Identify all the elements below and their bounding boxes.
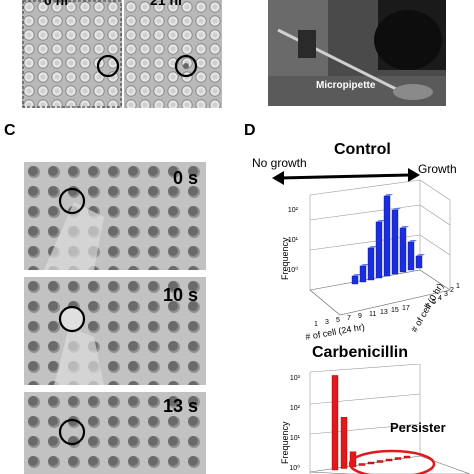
panel-a-image-0hr	[22, 0, 122, 108]
z-tick: 5	[432, 299, 436, 306]
bar-control-13	[399, 227, 407, 273]
panel-c-frame-10s: 10 s	[24, 277, 206, 385]
bar-carbenicillin-15	[394, 457, 402, 460]
pipette-frame-image	[24, 392, 206, 474]
bar-carbenicillin-7	[358, 463, 366, 466]
y-axis-label: Frequency	[280, 421, 290, 464]
panel-c-frame-13s: 13 s	[24, 392, 206, 474]
y-tick: 10¹	[288, 237, 299, 244]
bar-control-15	[407, 241, 415, 271]
bar-control-17	[415, 255, 423, 269]
bar-control-3	[359, 265, 367, 283]
z-tick: 2	[450, 287, 454, 294]
x-tick: 7	[347, 315, 351, 322]
bar-top-control-1	[352, 274, 361, 276]
persister-circle	[348, 449, 436, 474]
x-tick: 15	[391, 307, 399, 314]
y-axis-label: Frequency	[280, 237, 290, 280]
x-ticks: 1 3 5 7 9 11 13 15 17	[314, 305, 410, 328]
growth-arrow	[272, 168, 420, 185]
persister-label: Persister	[390, 420, 446, 435]
bar-top-control-5	[368, 246, 377, 248]
y-tick: 10²	[288, 207, 299, 214]
pipette-frame-image	[24, 162, 206, 270]
x-tick: 11	[369, 311, 376, 318]
control-bars	[351, 194, 425, 285]
z-tick: 3	[444, 291, 448, 298]
growth-label: Growth	[418, 162, 457, 176]
bar-carbenicillin-9	[367, 461, 375, 465]
pipette-frame-image	[24, 277, 206, 385]
x-tick: 3	[325, 319, 329, 326]
y-tick: 10²	[290, 405, 301, 412]
z-tick: 1	[456, 283, 460, 290]
carbenicillin-3d-histogram: Persister 10³ 10² 10¹ 10⁰ Frequency	[280, 364, 471, 474]
bar-top-control-13	[400, 226, 409, 228]
x-tick: 1	[314, 321, 318, 328]
z-tick: 6	[426, 303, 430, 310]
bar-carbenicillin-1	[331, 375, 339, 471]
target-well-circle	[58, 418, 86, 446]
x-tick: 13	[380, 309, 388, 316]
x-tick: 17	[402, 305, 410, 312]
frame-time-0s: 0 s	[172, 168, 198, 188]
bar-carbenicillin-3	[340, 417, 348, 469]
target-well-circle	[96, 54, 120, 78]
bar-control-9	[383, 195, 391, 277]
control-3d-histogram: 10² 10¹ 10⁰ Frequency # of cell (24 hr) …	[272, 168, 460, 342]
panel-a-image-21hr	[124, 0, 222, 108]
bar-top-control-3	[360, 264, 369, 266]
panel-d-letter: D	[244, 122, 256, 139]
x-tick: 9	[358, 313, 362, 320]
panel-b-photo: Micropipette	[268, 0, 446, 106]
bar-top-control-15	[408, 240, 417, 242]
z-tick: 4	[438, 295, 442, 302]
frame-time-10s: 10 s	[162, 285, 198, 305]
y-tick: 10¹	[290, 435, 301, 442]
bar-top-control-17	[416, 254, 425, 256]
target-well-circle	[58, 187, 86, 215]
no-growth-label: No growth	[252, 156, 307, 170]
panel-c-letter: C	[4, 122, 16, 139]
bar-carbenicillin-13	[385, 458, 393, 462]
bar-top-control-7	[376, 220, 385, 222]
bar-control-1	[351, 275, 359, 285]
target-well-circle	[58, 305, 86, 333]
bar-carbenicillin-11	[376, 460, 384, 463]
y-tick: 10⁰	[287, 266, 298, 274]
y-tick: 10⁰	[289, 464, 300, 472]
control-title: Control	[334, 141, 391, 158]
bar-control-11	[391, 209, 399, 275]
frame-time-13s: 13 s	[162, 396, 198, 416]
bar-control-5	[367, 247, 375, 281]
time-label-0hr: 0 hr	[44, 0, 70, 8]
target-well-circle	[174, 54, 198, 78]
carbenicillin-title: Carbenicillin	[312, 344, 409, 361]
microwell-array-0hr	[22, 0, 122, 108]
microscope-setup-image	[268, 0, 446, 106]
time-label-21hr: 21 hr	[150, 0, 184, 8]
micropipette-label: Micropipette	[316, 80, 376, 91]
microwell-array-21hr	[124, 0, 222, 108]
y-tick: 10³	[290, 375, 301, 382]
bar-control-7	[375, 221, 383, 279]
bar-carbenicillin-17	[403, 455, 411, 459]
panel-c-frame-0s: 0 s	[24, 162, 206, 270]
bar-top-control-9	[384, 194, 393, 196]
bar-top-control-11	[392, 208, 401, 210]
x-tick: 5	[336, 317, 340, 324]
